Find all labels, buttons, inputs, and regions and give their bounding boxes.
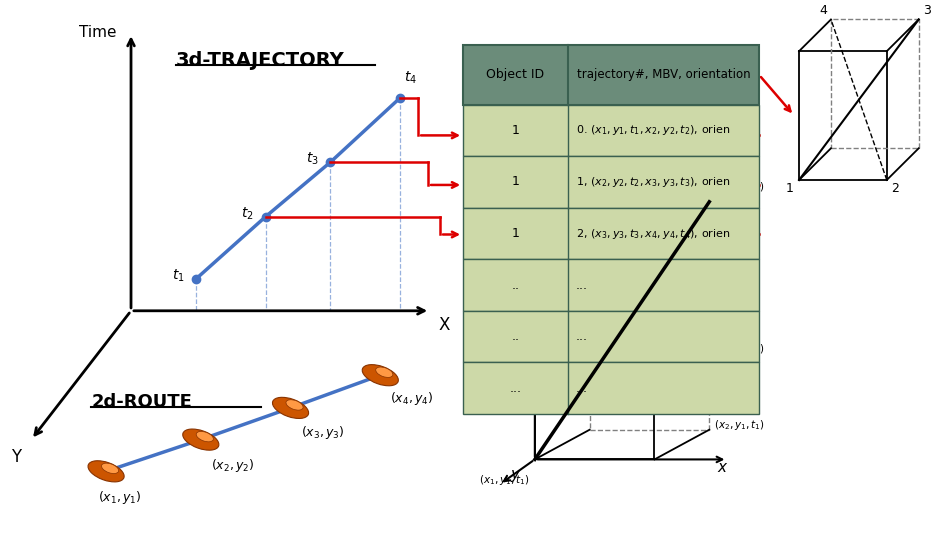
Text: 3: 3 <box>922 4 930 18</box>
Text: Y: Y <box>11 448 21 465</box>
Text: $(x_1, y_1, t_1)$: $(x_1, y_1, t_1)$ <box>479 474 530 487</box>
Text: $t_3$: $t_3$ <box>307 151 319 167</box>
Bar <box>463 311 759 362</box>
Text: trajectory#, MBV, orientation: trajectory#, MBV, orientation <box>577 68 750 81</box>
Ellipse shape <box>196 431 213 442</box>
Ellipse shape <box>286 400 303 410</box>
Text: $(x_4, y_4)$: $(x_4, y_4)$ <box>390 390 434 407</box>
Ellipse shape <box>362 365 398 386</box>
Text: 2, $(x_3,y_3,t_3, x_4,y_4,t_4)$, orien: 2, $(x_3,y_3,t_3, x_4,y_4,t_4)$, orien <box>576 227 730 240</box>
Text: Time: Time <box>79 25 116 40</box>
Text: $t_2$: $t_2$ <box>242 205 254 222</box>
Text: $t_1$: $t_1$ <box>171 268 185 284</box>
Ellipse shape <box>183 429 219 450</box>
Text: $(x_3, y_3)$: $(x_3, y_3)$ <box>301 424 345 441</box>
Bar <box>463 45 759 104</box>
Text: $(x_2, y_1, t_1)$: $(x_2, y_1, t_1)$ <box>714 417 765 432</box>
Text: 1: 1 <box>511 175 520 189</box>
Text: ...: ... <box>576 330 587 343</box>
Text: 3d-TRAJECTORY: 3d-TRAJECTORY <box>176 51 345 70</box>
Ellipse shape <box>272 397 308 419</box>
Text: $t_4$: $t_4$ <box>404 69 417 86</box>
Bar <box>463 104 759 156</box>
Ellipse shape <box>88 461 124 482</box>
Text: ...: ... <box>509 382 522 394</box>
Text: $(x_2, y_2)$: $(x_2, y_2)$ <box>210 458 254 475</box>
Text: 1: 1 <box>511 227 520 240</box>
Ellipse shape <box>376 367 393 377</box>
Text: ...: ... <box>576 278 587 292</box>
Bar <box>463 208 759 259</box>
Ellipse shape <box>102 463 119 474</box>
Text: x: x <box>717 460 726 475</box>
Bar <box>463 362 759 414</box>
Text: 1: 1 <box>511 124 520 137</box>
Text: $(x_1, y_1)$: $(x_1, y_1)$ <box>98 489 142 506</box>
Text: Object ID: Object ID <box>486 68 545 81</box>
Text: 1, $(x_2,y_2,t_2, x_3,y_3,t_3)$, orien: 1, $(x_2,y_2,t_2, x_3,y_3,t_3)$, orien <box>576 175 730 189</box>
Text: 4: 4 <box>819 4 827 18</box>
Text: X: X <box>438 316 449 334</box>
Text: 2: 2 <box>891 182 899 195</box>
Text: $(x_3, y_1, t_1)$: $(x_3, y_1, t_1)$ <box>714 342 765 356</box>
Text: ...: ... <box>576 382 587 394</box>
Text: y: y <box>511 467 520 482</box>
Bar <box>463 156 759 208</box>
Text: $(x_4, y_4, t_4)$: $(x_4, y_4, t_4)$ <box>714 180 765 194</box>
Text: 2d-ROUTE: 2d-ROUTE <box>91 393 192 411</box>
Text: ..: .. <box>511 330 520 343</box>
Bar <box>463 259 759 311</box>
Text: ..: .. <box>511 278 520 292</box>
Text: 0. $(x_1,y_1,t_1, x_2,y_2,t_2)$, orien: 0. $(x_1,y_1,t_1, x_2,y_2,t_2)$, orien <box>576 123 730 138</box>
Text: $(x_2, y_2, t_2)$: $(x_2, y_2, t_2)$ <box>479 372 530 386</box>
Text: 1: 1 <box>785 182 793 195</box>
Text: t: t <box>519 338 525 353</box>
